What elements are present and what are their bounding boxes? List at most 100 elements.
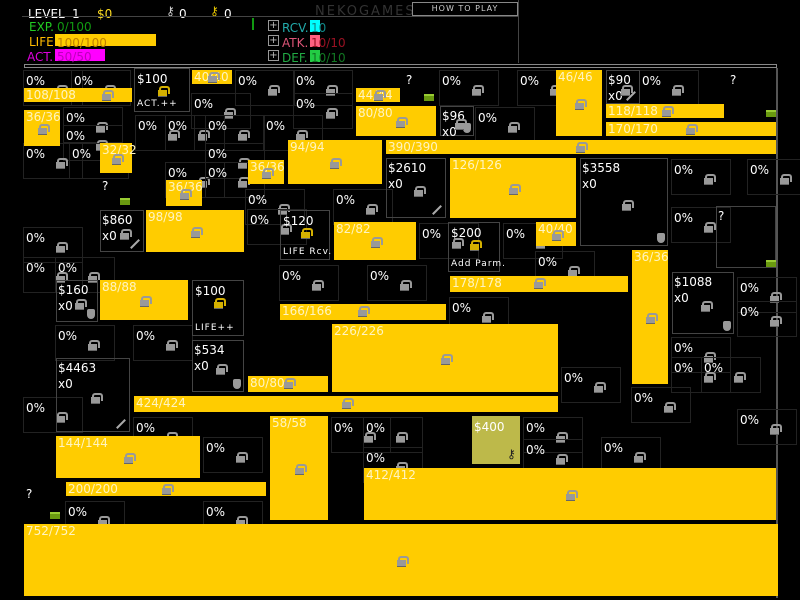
room-block[interactable]: 98/98	[146, 210, 244, 252]
bonus-cell[interactable]	[472, 416, 520, 464]
room-block[interactable]: 36/36	[24, 110, 61, 146]
room-block[interactable]: 108/108	[24, 88, 132, 102]
unknown-room[interactable]: ?	[102, 179, 109, 193]
room-cell[interactable]	[203, 437, 263, 473]
room-block[interactable]: 46/46	[556, 70, 602, 136]
room-block[interactable]: 44/44	[356, 88, 400, 102]
unknown-room[interactable]: ?	[718, 209, 725, 223]
room-block[interactable]: 200/200	[66, 482, 266, 496]
room-block[interactable]: 36/36	[166, 180, 203, 206]
room-hp: 126/126	[452, 158, 502, 172]
room-block[interactable]: 424/424	[134, 396, 558, 412]
room-cell[interactable]	[191, 93, 251, 129]
room-hp: 58/58	[272, 416, 307, 430]
room-cell[interactable]	[293, 70, 353, 106]
shop-cell[interactable]	[192, 280, 244, 336]
treasure-count: x0	[582, 177, 597, 191]
shop-cell[interactable]	[280, 210, 330, 260]
room-cell[interactable]	[737, 277, 797, 313]
rcv-plus-button[interactable]: +	[268, 20, 279, 31]
room-block[interactable]: 80/80	[356, 106, 436, 136]
level-label: LEVEL	[28, 7, 65, 21]
unknown-cell[interactable]	[716, 206, 776, 268]
lock-icon	[208, 72, 220, 83]
room-block[interactable]: 88/88	[100, 280, 188, 320]
room-block[interactable]: 752/752	[24, 524, 778, 596]
room-block[interactable]: 178/178	[450, 276, 628, 292]
room-block[interactable]: 36/36	[632, 250, 669, 384]
room-cell[interactable]	[165, 115, 225, 151]
room-cell[interactable]	[523, 417, 583, 453]
room-cell[interactable]	[561, 367, 621, 403]
room-cell[interactable]	[363, 417, 423, 453]
treasure-cell[interactable]	[440, 106, 474, 136]
shop-price: $100	[137, 72, 168, 86]
shop-cell[interactable]	[134, 68, 190, 112]
room-progress: 0%	[26, 231, 46, 245]
room-block[interactable]: 40/40	[536, 222, 576, 246]
room-cell[interactable]	[247, 209, 307, 245]
room-cell[interactable]	[23, 397, 83, 433]
room-cell[interactable]	[631, 387, 691, 423]
lock-icon	[96, 122, 108, 133]
treasure-cell[interactable]	[606, 70, 640, 104]
room-block[interactable]: 118/118	[606, 104, 724, 118]
key-icon: ⚷	[507, 447, 516, 461]
room-cell[interactable]	[439, 70, 499, 106]
room-progress: 0%	[206, 441, 226, 455]
treasure-cell[interactable]	[100, 210, 144, 252]
treasure-cell[interactable]	[386, 158, 446, 218]
room-cell[interactable]	[205, 115, 265, 151]
room-cell[interactable]	[293, 93, 353, 129]
room-block[interactable]: 166/166	[280, 304, 446, 320]
room-cell[interactable]	[23, 257, 83, 293]
room-cell[interactable]	[245, 189, 305, 225]
room-block[interactable]: 80/80	[248, 376, 328, 392]
room-block[interactable]: 32/32	[100, 143, 137, 173]
treasure-cell[interactable]	[672, 272, 734, 334]
unknown-room[interactable]: ?	[26, 487, 33, 501]
unknown-room[interactable]: ?	[406, 73, 413, 87]
room-cell[interactable]	[331, 417, 391, 453]
room-cell[interactable]	[747, 159, 800, 195]
room-cell[interactable]	[671, 207, 731, 243]
room-cell[interactable]	[701, 357, 761, 393]
room-block[interactable]: 126/126	[450, 158, 576, 218]
room-block[interactable]: 170/170	[606, 122, 776, 136]
room-cell[interactable]	[55, 325, 115, 361]
how-to-play-button[interactable]: HOW TO PLAY	[412, 2, 518, 16]
treasure-cell[interactable]	[192, 340, 244, 392]
room-block[interactable]: 226/226	[332, 324, 558, 392]
room-cell[interactable]	[279, 265, 339, 301]
treasure-cell[interactable]	[56, 280, 98, 322]
treasure-cell[interactable]	[56, 358, 130, 432]
room-cell[interactable]	[23, 227, 83, 263]
lock-icon	[268, 85, 280, 96]
room-block[interactable]: 94/94	[288, 140, 382, 184]
unknown-room[interactable]: ?	[730, 73, 737, 87]
shop-cell[interactable]	[448, 222, 500, 272]
room-progress: 0%	[58, 329, 78, 343]
atk-value: 10/10	[311, 36, 346, 50]
room-progress: 0%	[370, 269, 390, 283]
room-hp: 390/390	[388, 140, 438, 154]
room-cell[interactable]	[737, 301, 797, 337]
room-block[interactable]: 36/36	[248, 160, 285, 184]
room-cell[interactable]	[737, 409, 797, 445]
room-block[interactable]: 40/40	[192, 70, 232, 84]
room-cell[interactable]	[55, 257, 115, 293]
lock-icon	[686, 124, 698, 135]
room-block[interactable]: 82/82	[334, 222, 416, 260]
room-block[interactable]: 390/390	[386, 140, 776, 154]
exp-value: 0/100	[57, 20, 92, 34]
room-cell[interactable]	[235, 70, 295, 106]
treasure-cell[interactable]	[580, 158, 668, 246]
room-progress: 0%	[674, 163, 694, 177]
room-cell[interactable]	[671, 159, 731, 195]
def-plus-button[interactable]: +	[268, 50, 279, 61]
room-cell[interactable]	[367, 265, 427, 301]
room-block[interactable]: 412/412	[364, 468, 776, 520]
room-block[interactable]: 58/58	[270, 416, 328, 520]
atk-plus-button[interactable]: +	[268, 35, 279, 46]
room-block[interactable]: 144/144	[56, 436, 200, 478]
